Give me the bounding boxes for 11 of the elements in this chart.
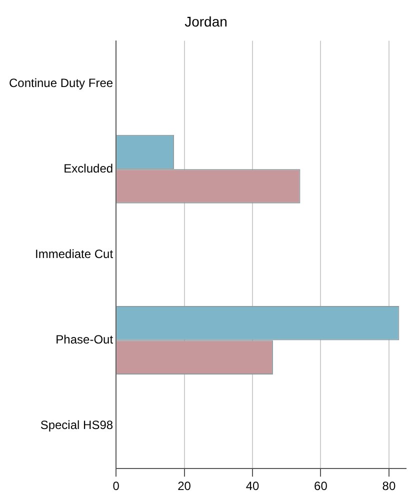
x-tick-label: 60	[314, 479, 328, 494]
y-tick-label: Continue Duty Free	[8, 76, 114, 90]
y-tick-label: Excluded	[64, 161, 114, 176]
x-tick-label: 80	[382, 479, 396, 494]
y-tick-label: Special HS98	[40, 418, 114, 432]
y-tick-label: Immediate Cut	[35, 247, 114, 262]
x-tick-label: 0	[112, 479, 120, 494]
x-tick-label: 40	[246, 479, 260, 494]
chart-title: Jordan	[184, 13, 228, 30]
x-tick-label: 20	[178, 479, 192, 494]
y-tick-label: Phase-Out	[56, 332, 114, 347]
